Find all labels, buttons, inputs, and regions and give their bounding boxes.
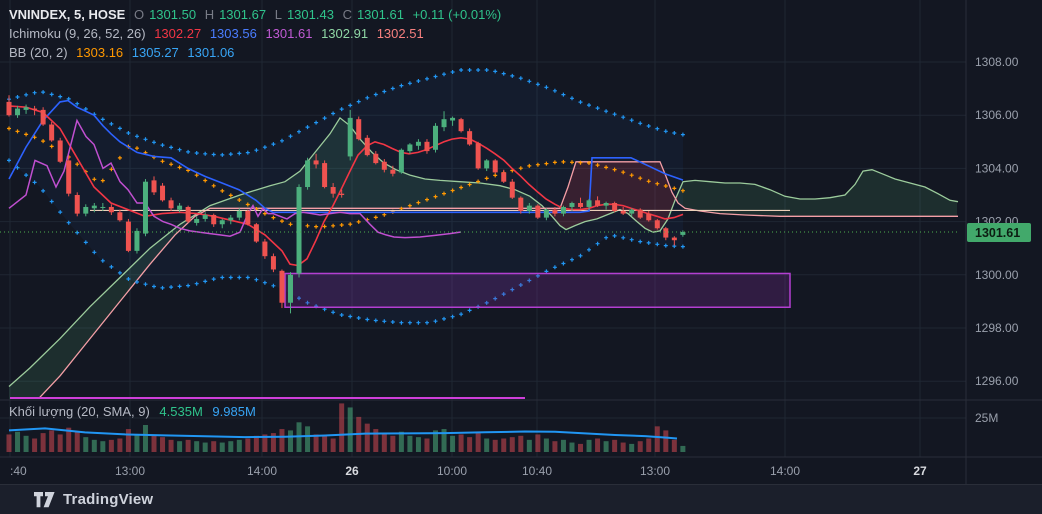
close-label: C [342, 7, 352, 22]
svg-text:1301.61: 1301.61 [975, 226, 1020, 240]
bb-lower-value: 1301.06 [187, 45, 235, 60]
legend-volume-row[interactable]: Khối lượng (20, SMA, 9) 4.535M 9.985M [9, 404, 262, 419]
svg-text:14:00: 14:00 [247, 464, 277, 478]
bb-label: BB (20, 2) [9, 45, 68, 60]
svg-text:13:00: 13:00 [640, 464, 670, 478]
legend-ichimoku-row[interactable]: Ichimoku (9, 26, 52, 26) 1302.27 1303.56… [9, 24, 506, 43]
svg-text:27: 27 [913, 464, 927, 478]
symbol-title: VNINDEX, 5, HOSE [9, 7, 126, 22]
ichimoku-label: Ichimoku (9, 26, 52, 26) [9, 26, 146, 41]
svg-text:1308.00: 1308.00 [975, 55, 1019, 69]
ichimoku-tenkan-value: 1302.27 [154, 26, 202, 41]
svg-text:1296.00: 1296.00 [975, 374, 1019, 388]
svg-text:1300.00: 1300.00 [975, 268, 1019, 282]
svg-text:25M: 25M [975, 411, 998, 425]
svg-text:26: 26 [345, 464, 359, 478]
svg-text:1304.00: 1304.00 [975, 161, 1019, 175]
svg-text:1306.00: 1306.00 [975, 108, 1019, 122]
legend-symbol-row[interactable]: VNINDEX, 5, HOSE O 1301.50 H 1301.67 L 1301… [9, 5, 506, 24]
footer-bar: TradingView [0, 484, 1042, 514]
svg-text:14:00: 14:00 [770, 464, 800, 478]
ichimoku-senkou-a-value: 1302.91 [321, 26, 369, 41]
tradingview-logo-icon[interactable] [34, 491, 55, 508]
high-value: 1301.67 [219, 7, 267, 22]
bb-basis-value: 1303.16 [76, 45, 124, 60]
close-value: 1301.61 [356, 7, 404, 22]
chart-pane[interactable]: 1308.00 1306.00 1304.00 1302.00 1300.00 1298.… [0, 0, 1042, 484]
svg-text:10:00: 10:00 [437, 464, 467, 478]
volume-value: 4.535M [159, 404, 203, 419]
legend-bb-row[interactable]: BB (20, 2) 1303.16 1305.27 1301.06 [9, 43, 506, 62]
last-price-badge: 1301.61 [967, 222, 1031, 242]
volume-sma-value: 9.985M [212, 404, 256, 419]
ichimoku-kijun-value: 1303.56 [209, 26, 257, 41]
tradingview-brand-text[interactable]: TradingView [63, 491, 154, 508]
ichimoku-senkou-b-value: 1302.51 [376, 26, 424, 41]
low-value: 1301.43 [286, 7, 334, 22]
open-label: O [133, 7, 145, 22]
change-value: +0.11 (+0.01%) [412, 7, 502, 22]
bb-upper-value: 1305.27 [131, 45, 179, 60]
high-label: H [204, 7, 215, 22]
svg-text:10:40: 10:40 [522, 464, 552, 478]
ichimoku-chikou-value: 1301.61 [265, 26, 313, 41]
legend: VNINDEX, 5, HOSE O 1301.50 H 1301.67 L 1301… [9, 5, 506, 62]
low-label: L [274, 7, 282, 22]
price-chart-svg[interactable]: 1308.001306.001304.001302.001300.001298.… [0, 0, 1042, 484]
volume-label: Khối lượng (20, SMA, 9) [9, 404, 150, 419]
open-value: 1301.50 [149, 7, 197, 22]
svg-text:13:00: 13:00 [115, 464, 145, 478]
svg-text:1298.00: 1298.00 [975, 321, 1019, 335]
svg-text::40: :40 [10, 464, 27, 478]
